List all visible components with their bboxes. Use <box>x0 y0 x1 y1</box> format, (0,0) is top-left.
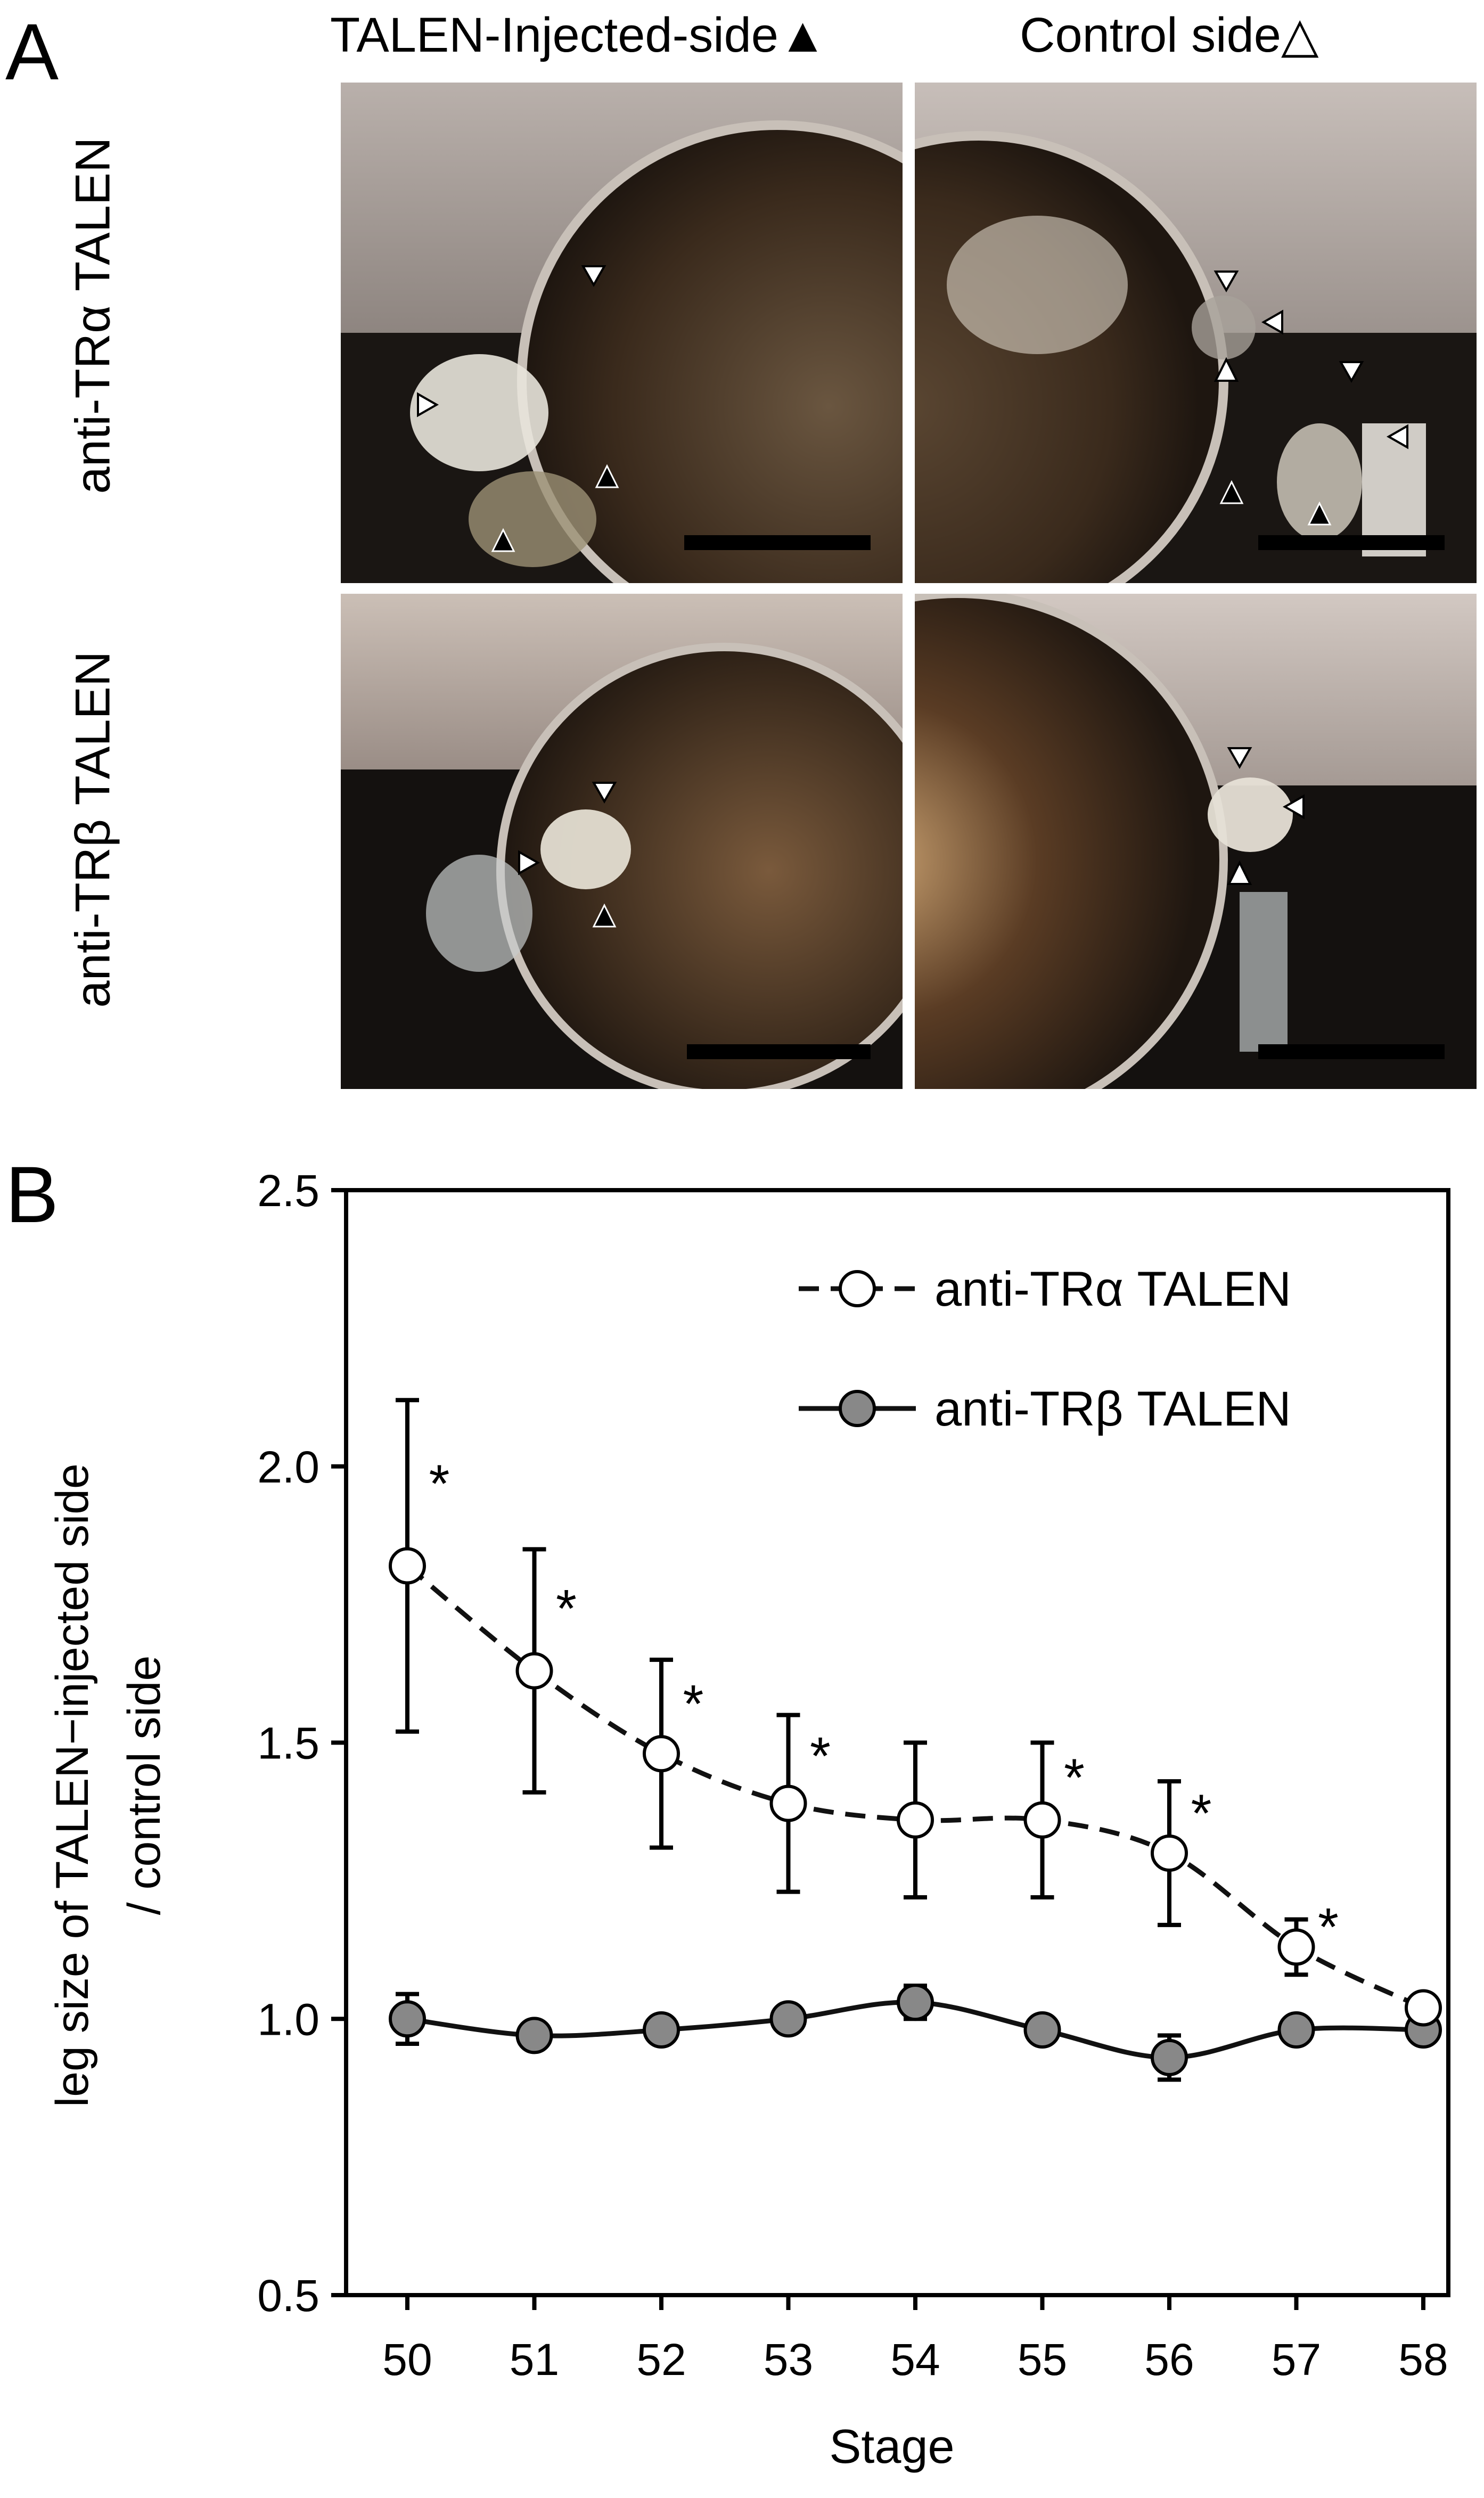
scale-bar <box>1258 1044 1445 1059</box>
panel-a-letter: A <box>5 7 59 96</box>
y-tick-label: 1.0 <box>257 1994 319 2044</box>
data-point-tr-alpha <box>769 1784 807 1822</box>
x-tick-label: 57 <box>1272 2335 1321 2385</box>
x-tick-label: 51 <box>510 2335 559 2385</box>
column-header-control: Control side△ <box>1020 8 1319 62</box>
plot-frame <box>344 1188 1450 2297</box>
y-tick-label: 2.5 <box>257 1166 319 1216</box>
data-point-tr-alpha <box>515 1652 553 1690</box>
x-tick-label: 56 <box>1144 2335 1194 2385</box>
data-point-tr-alpha <box>897 1801 934 1839</box>
x-tick-label: 53 <box>764 2335 813 2385</box>
x-tick-label: 52 <box>636 2335 686 2385</box>
significance-star: * <box>556 1579 577 1639</box>
data-point-tr-beta <box>643 2011 680 2049</box>
photo-tr-beta-injected <box>341 594 903 1089</box>
row-label-tr-alpha: anti-TRα TALEN <box>65 137 120 494</box>
data-point-tr-alpha <box>1405 1989 1442 2027</box>
column-header-injected: TALEN-Injected-side▲ <box>330 8 827 62</box>
data-point-tr-beta <box>389 2000 426 2038</box>
scale-bar <box>684 535 871 550</box>
y-tick-label: 1.5 <box>257 1718 319 1768</box>
data-point-tr-beta <box>1023 2011 1061 2049</box>
y-tick-label: 2.0 <box>257 1442 319 1492</box>
panel-b-letter: B <box>5 1150 59 1239</box>
data-point-tr-beta <box>1277 2011 1315 2049</box>
legend-marker <box>839 1390 876 1427</box>
x-tick-label: 50 <box>382 2335 432 2385</box>
legend-label: anti-TRα TALEN <box>934 1262 1291 1316</box>
x-tick-label: 55 <box>1018 2335 1067 2385</box>
data-point-tr-alpha <box>1151 1834 1188 1872</box>
significance-star: * <box>1318 1897 1339 1957</box>
significance-star: * <box>1191 1783 1212 1843</box>
row-label-tr-beta: anti-TRβ TALEN <box>65 651 120 1008</box>
x-tick-label: 54 <box>890 2335 940 2385</box>
data-point-tr-alpha <box>389 1547 426 1585</box>
legend-label: anti-TRβ TALEN <box>934 1382 1291 1436</box>
data-point-tr-beta <box>897 1984 934 2021</box>
data-point-tr-beta <box>769 2000 807 2038</box>
scale-bar <box>1258 535 1445 550</box>
data-point-tr-alpha <box>1277 1928 1315 1966</box>
x-tick-label: 58 <box>1398 2335 1448 2385</box>
photo-tr-beta-control <box>915 594 1477 1089</box>
legend-marker <box>839 1270 876 1307</box>
photo-tr-alpha-injected <box>341 83 903 583</box>
significance-star: * <box>1064 1748 1085 1807</box>
significance-star: * <box>429 1454 450 1513</box>
line-chart: 0.5 1.0 1.5 2.0 2.5 50 51 52 53 54 55 56 57 58 Stage le… <box>47 1166 1450 2474</box>
photo-tr-alpha-control <box>915 83 1477 583</box>
significance-star: * <box>810 1726 831 1786</box>
data-point-tr-beta <box>1151 2038 1188 2076</box>
significance-star: * <box>683 1674 704 1734</box>
y-axis-label: leg size of TALEN−injected side / control… <box>47 1463 170 2107</box>
data-point-tr-beta <box>515 2017 553 2054</box>
data-point-tr-alpha <box>1023 1801 1061 1839</box>
x-axis-label: Stage <box>829 2420 954 2474</box>
data-point-tr-alpha <box>643 1735 680 1773</box>
scale-bar <box>687 1044 871 1059</box>
y-tick-label: 0.5 <box>257 2271 319 2321</box>
